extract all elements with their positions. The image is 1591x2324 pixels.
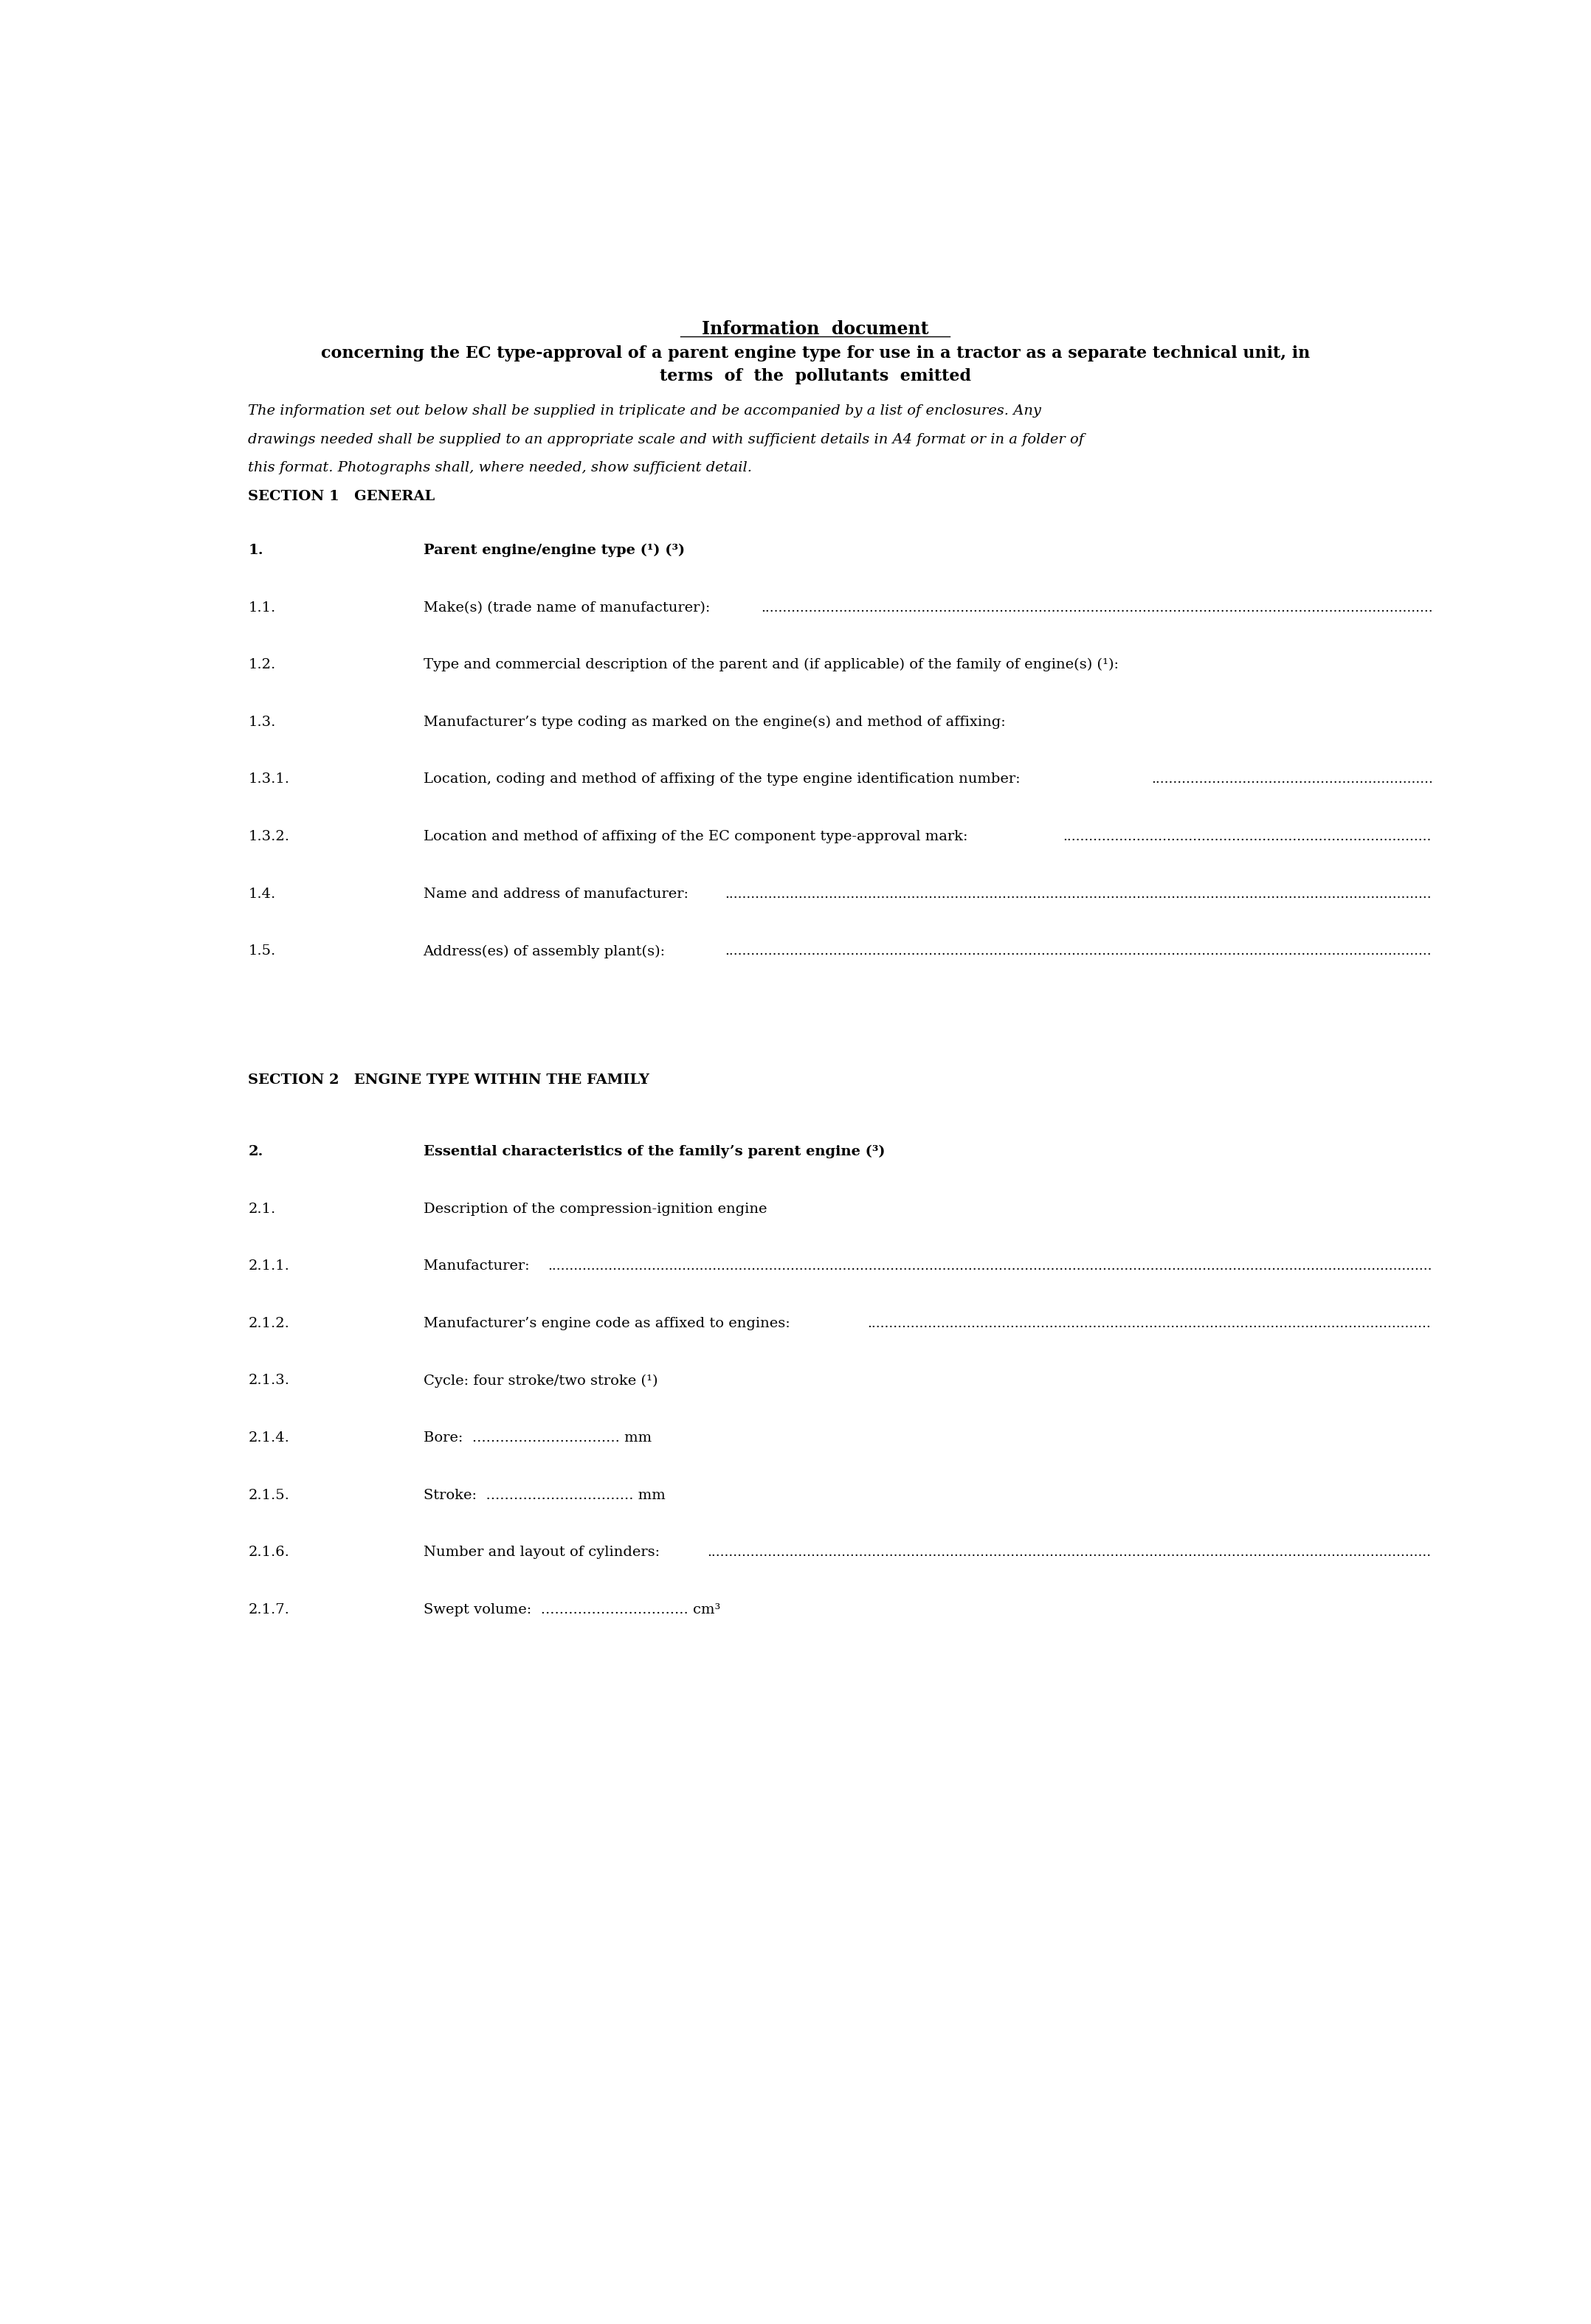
Text: Swept volume:  ................................ cm³: Swept volume: ..........................… <box>423 1604 721 1618</box>
Text: ................................................................................: ........................................… <box>1152 774 1591 786</box>
Text: Location, coding and method of affixing of the type engine identification number: Location, coding and method of affixing … <box>423 774 1025 786</box>
Text: 1.3.2.: 1.3.2. <box>248 830 290 844</box>
Text: 2.1.6.: 2.1.6. <box>248 1545 290 1559</box>
Text: Manufacturer:: Manufacturer: <box>423 1260 535 1274</box>
Text: 1.3.: 1.3. <box>248 716 275 730</box>
Text: 2.1.5.: 2.1.5. <box>248 1490 290 1501</box>
Text: SECTION 1   GENERAL: SECTION 1 GENERAL <box>248 490 434 504</box>
Text: 2.1.4.: 2.1.4. <box>248 1432 290 1446</box>
Text: Parent engine/engine type (¹) (³): Parent engine/engine type (¹) (³) <box>423 544 684 558</box>
Text: concerning the EC type-approval of a parent engine type for use in a tractor as : concerning the EC type-approval of a par… <box>321 344 1309 360</box>
Text: Description of the compression-ignition engine: Description of the compression-ignition … <box>423 1202 767 1215</box>
Text: ................................................................................: ........................................… <box>708 1545 1591 1559</box>
Text: 1.4.: 1.4. <box>248 888 275 902</box>
Text: The information set out below shall be supplied in triplicate and be accompanied: The information set out below shall be s… <box>248 404 1042 418</box>
Text: drawings needed shall be supplied to an appropriate scale and with sufficient de: drawings needed shall be supplied to an … <box>248 432 1085 446</box>
Text: Information  document: Information document <box>702 321 929 337</box>
Text: 1.3.1.: 1.3.1. <box>248 774 290 786</box>
Text: Stroke:  ................................ mm: Stroke: ................................… <box>423 1490 665 1501</box>
Text: ................................................................................: ........................................… <box>1063 830 1591 844</box>
Text: Bore:  ................................ mm: Bore: ................................ m… <box>423 1432 651 1446</box>
Text: Manufacturer’s type coding as marked on the engine(s) and method of affixing:: Manufacturer’s type coding as marked on … <box>423 716 1006 730</box>
Text: 1.1.: 1.1. <box>248 602 275 614</box>
Text: ................................................................................: ........................................… <box>725 944 1591 957</box>
Text: 1.: 1. <box>248 544 264 558</box>
Text: Make(s) (trade name of manufacturer):: Make(s) (trade name of manufacturer): <box>423 602 714 614</box>
Text: 1.5.: 1.5. <box>248 944 275 957</box>
Text: ................................................................................: ........................................… <box>725 888 1591 902</box>
Text: Location and method of affixing of the EC component type-approval mark:: Location and method of affixing of the E… <box>423 830 972 844</box>
Text: Cycle: four stroke/two stroke (¹): Cycle: four stroke/two stroke (¹) <box>423 1373 657 1387</box>
Text: 2.1.: 2.1. <box>248 1202 275 1215</box>
Text: Manufacturer’s engine code as affixed to engines:: Manufacturer’s engine code as affixed to… <box>423 1318 794 1329</box>
Text: Essential characteristics of the family’s parent engine (³): Essential characteristics of the family’… <box>423 1146 885 1157</box>
Text: Type and commercial description of the parent and (if applicable) of the family : Type and commercial description of the p… <box>423 658 1118 672</box>
Text: terms  of  the  pollutants  emitted: terms of the pollutants emitted <box>660 367 971 383</box>
Text: 1.2.: 1.2. <box>248 658 275 672</box>
Text: 2.1.1.: 2.1.1. <box>248 1260 290 1274</box>
Text: SECTION 2   ENGINE TYPE WITHIN THE FAMILY: SECTION 2 ENGINE TYPE WITHIN THE FAMILY <box>248 1074 649 1088</box>
Text: 2.: 2. <box>248 1146 263 1157</box>
Text: Address(es) of assembly plant(s):: Address(es) of assembly plant(s): <box>423 944 670 957</box>
Text: ................................................................................: ........................................… <box>867 1318 1591 1329</box>
Text: 2.1.2.: 2.1.2. <box>248 1318 290 1329</box>
Text: this format. Photographs shall, where needed, show sufficient detail.: this format. Photographs shall, where ne… <box>248 462 753 474</box>
Text: Number and layout of cylinders:: Number and layout of cylinders: <box>423 1545 663 1559</box>
Text: 2.1.7.: 2.1.7. <box>248 1604 290 1618</box>
Text: 2.1.3.: 2.1.3. <box>248 1373 290 1387</box>
Text: Name and address of manufacturer:: Name and address of manufacturer: <box>423 888 692 902</box>
Text: ................................................................................: ........................................… <box>547 1260 1591 1274</box>
Text: ................................................................................: ........................................… <box>760 602 1591 614</box>
